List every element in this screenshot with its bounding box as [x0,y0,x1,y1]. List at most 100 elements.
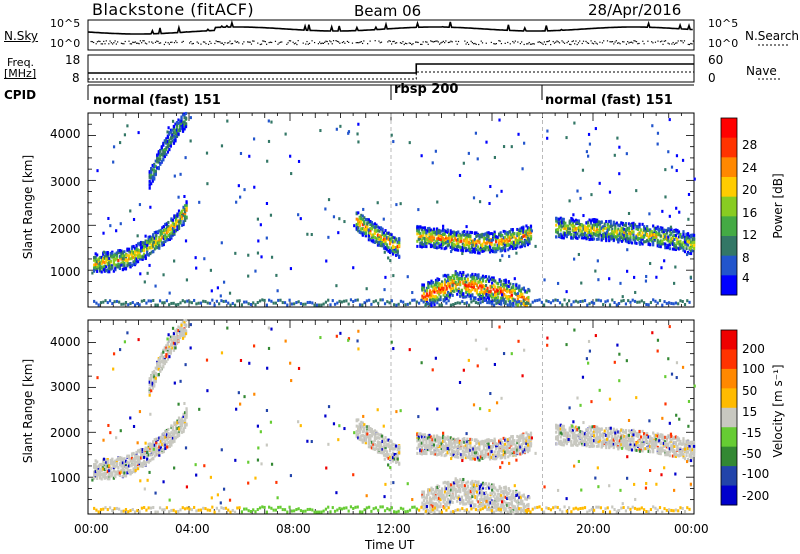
velocity-cell [130,452,134,456]
power-cell [168,148,171,152]
power-cell [470,250,473,254]
velocity-cell [144,461,147,465]
power-cell [469,234,472,238]
power-cell [673,233,676,237]
velocity-cell [94,467,97,471]
power-cell [522,226,525,230]
power-cell [467,240,470,244]
power-cell [436,298,439,302]
power-cell [141,245,144,249]
power-cell [124,300,128,304]
power-cell [423,242,427,246]
power-cell [621,229,624,233]
velocity-cell [109,458,112,462]
power-cell [688,252,691,256]
velocity-cell [381,448,384,452]
power-cell [377,301,380,305]
power-cell [283,301,287,305]
power-cell [481,274,485,278]
power-cell [233,303,237,307]
power-cb-tick-16: 16 [742,206,758,220]
power-cell [516,241,519,245]
power-cell [460,290,463,294]
power-cell [132,250,135,254]
power-cell [528,228,531,232]
power-cell [450,292,453,296]
power-cell [600,226,603,230]
time-axis-label: Time UT [365,538,415,552]
power-cell [490,285,494,289]
power-cell [372,239,375,243]
power-cell [646,239,649,243]
power-cell [151,179,154,183]
power-cell [184,117,188,121]
power-cell [603,222,606,226]
power-cell [96,269,99,273]
power-cell [451,289,454,293]
power-cell [503,282,506,286]
velocity-cell [154,366,157,370]
velocity-cell [135,464,138,468]
velocity-cell [366,428,369,432]
velocity-cell [381,445,384,449]
power-cell [483,275,486,279]
velocity-cell [184,324,188,328]
power-cell [638,237,641,241]
power-cell [572,300,575,304]
power-cell [620,299,623,303]
velocity-cell [123,464,126,468]
power-cell [425,229,428,233]
velocity-cell [121,457,125,461]
power-cell [249,303,253,307]
power-cell [388,242,392,246]
power-cell [185,206,188,210]
power-cell [420,245,423,249]
power-cell [141,241,144,245]
power-cell [465,284,468,288]
power-cell [520,302,523,306]
power-cell [97,303,100,307]
power-cell [611,224,614,228]
velocity-cell [149,459,152,463]
velocity-cell [96,468,99,472]
power-cell [112,257,115,261]
power-cell [519,288,522,292]
power-cell [605,236,608,240]
power-cell [580,232,584,236]
power-cell [144,234,147,238]
power-cell [376,225,380,229]
power-cell [133,256,137,260]
velocity-cell [126,454,129,458]
power-cell [174,214,178,218]
power-cell [180,123,183,127]
power-cell [385,236,389,240]
power-cell [440,229,443,233]
power-cell [529,303,532,307]
power-cell [559,216,562,220]
power-cell [481,285,485,289]
power-cell [506,284,509,288]
power-cell [492,250,495,254]
velocity-cell [168,442,171,446]
velocity-cell [129,469,132,473]
velocity-cell [171,432,175,436]
power-cell [171,128,174,132]
velocity-cell [164,443,167,447]
power-cell [659,227,662,231]
power-cell [239,195,242,199]
power-cell [609,219,612,223]
power-cell [147,238,150,242]
velocity-heatmap [91,318,696,515]
power-cell [195,266,198,270]
power-cell [106,257,109,261]
power-cell [432,243,436,247]
power-cell [674,245,678,249]
power-cell [143,241,146,245]
velocity-cell [176,432,179,436]
power-cell [463,238,466,242]
power-cell [434,295,438,299]
velocity-cell [118,473,122,477]
power-cell [433,288,436,292]
power-cell [166,150,169,154]
power-cell [579,233,582,237]
